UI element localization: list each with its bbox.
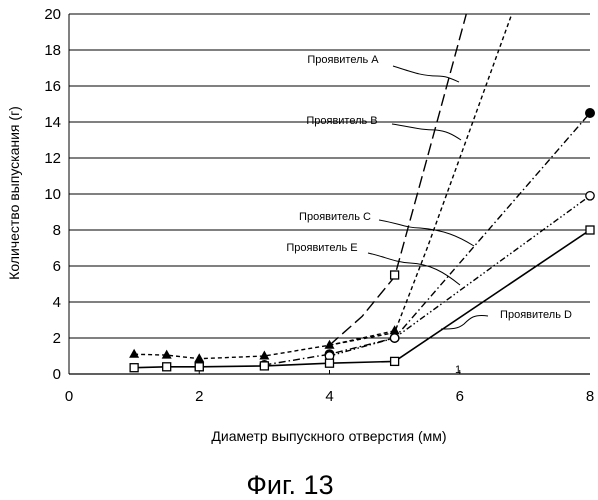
leader-line-проявитель-в bbox=[392, 124, 461, 140]
leader-line-проявитель-е bbox=[368, 253, 460, 285]
stray-mark: 1 bbox=[455, 364, 461, 376]
x-tick-label-8: 8 bbox=[586, 388, 594, 405]
marker-series-6-1 bbox=[391, 271, 399, 279]
y-tick-label-0: 0 bbox=[53, 366, 61, 383]
series-labels: Проявитель А Проявитель В Проявитель С Проя… bbox=[286, 54, 572, 321]
x-tick-label-2: 2 bbox=[195, 388, 203, 405]
y-tick-label-4: 4 bbox=[53, 294, 61, 311]
marker-проявитель-d-5 bbox=[391, 357, 399, 365]
marker-проявитель-е-2 bbox=[586, 192, 594, 200]
y-tick-label-10: 10 bbox=[44, 186, 61, 203]
marker-series-5-1 bbox=[162, 350, 172, 359]
y-tick-label-14: 14 bbox=[44, 114, 61, 131]
series-label-проявитель-е: Проявитель Е bbox=[286, 242, 357, 254]
leader-lines bbox=[368, 66, 488, 329]
marker-series-5-2 bbox=[194, 353, 204, 362]
marker-проявитель-d-3 bbox=[260, 362, 268, 370]
y-tick-label-2: 2 bbox=[53, 330, 61, 347]
series-label-проявитель-с: Проявитель С bbox=[299, 211, 371, 223]
series-label-проявитель-в: Проявитель В bbox=[306, 115, 377, 127]
x-axis-title: Диаметр выпускного отверстия (мм) bbox=[211, 428, 446, 444]
marker-проявитель-d-4 bbox=[326, 359, 334, 367]
marker-series-5-0 bbox=[129, 349, 139, 358]
y-tick-label-18: 18 bbox=[44, 42, 61, 59]
leader-line-проявитель-с bbox=[379, 220, 474, 246]
series-label-проявитель-а: Проявитель А bbox=[307, 54, 379, 66]
marker-series-6-0 bbox=[195, 363, 203, 371]
x-tick-label-0: 0 bbox=[65, 388, 73, 405]
x-tick-label-4: 4 bbox=[325, 388, 333, 405]
marker-проявитель-d-0 bbox=[130, 364, 138, 372]
y-tick-label-6: 6 bbox=[53, 258, 61, 275]
figure-caption: Фиг. 13 bbox=[246, 470, 333, 500]
series-label-проявитель-d: Проявитель D bbox=[500, 309, 572, 321]
series-line-проявитель-с bbox=[264, 113, 590, 365]
marker-проявитель-d-6 bbox=[586, 226, 594, 234]
y-tick-label-16: 16 bbox=[44, 78, 61, 95]
data-markers bbox=[129, 109, 594, 372]
x-tick-label-6: 6 bbox=[456, 388, 464, 405]
y-tick-label-8: 8 bbox=[53, 222, 61, 239]
y-tick-label-20: 20 bbox=[44, 6, 61, 23]
leader-line-проявитель-d bbox=[441, 315, 488, 329]
marker-проявитель-d-1 bbox=[163, 363, 171, 371]
y-axis-title: Количество выпускания (г) bbox=[6, 106, 22, 280]
marker-проявитель-с-3 bbox=[586, 109, 595, 118]
marker-проявитель-е-1 bbox=[390, 334, 398, 342]
marker-series-5-5 bbox=[390, 325, 400, 334]
y-tick-label-12: 12 bbox=[44, 150, 61, 167]
